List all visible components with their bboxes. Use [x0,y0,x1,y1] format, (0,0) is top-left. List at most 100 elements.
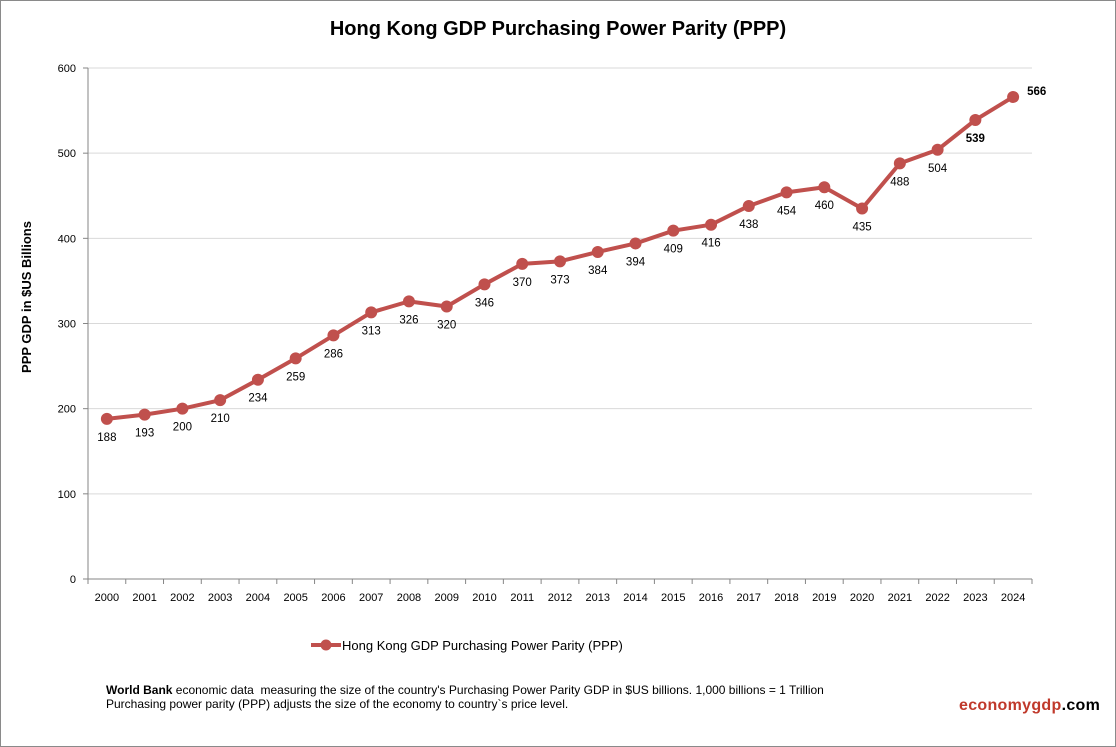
data-label: 320 [437,319,456,331]
data-point [478,278,491,291]
x-tick-label: 2006 [321,592,345,604]
brand-part-economy: economy [959,697,1032,714]
data-point [214,394,227,407]
data-label: 326 [399,314,418,326]
x-tick-label: 2000 [95,592,119,604]
gridlines [88,67,1032,495]
x-tick-label: 2004 [246,592,270,604]
data-label: 200 [173,422,192,434]
y-tick-label: 600 [58,63,76,75]
x-tick-label: 2020 [850,592,874,604]
data-point [138,408,151,421]
footnote-line-2: Purchasing power parity (PPP) adjusts th… [106,697,569,711]
x-tick-label: 2012 [548,592,572,604]
x-tick-label: 2023 [963,592,987,604]
x-tick-label: 2019 [812,592,836,604]
x-tick-label: 2014 [623,592,647,604]
x-tick-label: 2013 [586,592,610,604]
data-label: 373 [550,274,569,286]
data-point [402,295,415,308]
y-tick-label: 300 [58,319,76,331]
data-label: 438 [739,219,758,231]
data-label: 188 [97,432,116,444]
y-tick-label: 0 [70,574,76,586]
data-label: 460 [815,200,834,212]
x-tick-label: 2002 [170,592,194,604]
x-tick-label: 2016 [699,592,723,604]
data-points [100,90,1020,425]
data-label: 210 [211,413,230,425]
x-tick-label: 2011 [510,592,534,604]
x-tick-label: 2017 [737,592,761,604]
x-tick-label: 2021 [888,592,912,604]
data-point [176,402,189,415]
data-label: 384 [588,265,608,277]
data-point [554,255,566,268]
data-label: 566 [1027,86,1046,98]
x-tick-label: 2010 [472,592,496,604]
data-label: 193 [135,428,154,440]
axes: 0 100 200 300 400 500 600 2000 2001 2002 2003 2004 2… [58,63,1033,604]
data-label: 370 [513,277,532,289]
legend: Hong Kong GDP Purchasing Power Parity (P… [311,638,623,653]
data-point [818,181,831,194]
data-label: 259 [286,371,305,383]
data-point [667,224,680,237]
x-tick-label: 2008 [397,592,421,604]
data-label: 454 [777,205,797,217]
y-tick-label: 100 [58,489,76,501]
data-point [516,257,529,270]
data-point [289,352,302,365]
data-label: 409 [664,244,683,256]
data-label: 346 [475,297,494,309]
brand-logo: economygdp.com [959,697,1100,715]
data-point [100,412,113,425]
data-point [893,157,906,170]
legend-label: Hong Kong GDP Purchasing Power Parity (P… [342,638,623,653]
x-tick-label: 2024 [1001,592,1025,604]
brand-part-com: .com [1061,697,1101,714]
data-point [440,300,453,313]
data-point [780,186,793,199]
x-tick-label: 2005 [283,592,307,604]
footnote-source: World Bank [106,683,173,697]
footnote: World Bank economic data measuring the s… [106,683,936,711]
data-point [742,199,755,212]
data-point [365,306,378,319]
data-point [969,113,982,126]
x-tick-label: 2018 [774,592,798,604]
data-label: 394 [626,256,646,268]
x-tick-label: 2003 [208,592,232,604]
data-point [931,143,944,156]
data-label: 488 [890,176,909,188]
x-tick-label: 2007 [359,592,383,604]
data-point [856,202,869,215]
x-tick-label: 2009 [434,592,458,604]
x-tick-label: 2015 [661,592,685,604]
footnote-line-1-text: economic data measuring the size of the … [172,683,824,697]
legend-marker [320,639,332,651]
chart-title: Hong Kong GDP Purchasing Power Parity (P… [330,18,786,40]
y-axis-title: PPP GDP in $US Billions [19,221,34,373]
data-label: 435 [852,222,871,234]
data-label: 504 [928,163,948,175]
data-point [1007,90,1020,103]
data-point [629,237,642,250]
data-point [591,245,604,258]
y-tick-label: 200 [58,404,76,416]
data-point [251,373,264,386]
brand-part-gdp: gdp [1031,697,1062,714]
x-tick-label: 2022 [925,592,949,604]
data-labels: 188 193 200 210 234 259 286 313 326 320 346 370 373 3… [97,86,1046,444]
data-label: 539 [966,133,985,145]
y-tick-label: 500 [58,148,76,160]
data-point [327,329,340,342]
y-tick-label: 400 [58,233,76,245]
data-label: 416 [701,238,720,250]
data-label: 286 [324,348,343,360]
data-point [705,218,718,231]
data-label: 313 [362,325,381,337]
data-label: 234 [248,393,268,405]
